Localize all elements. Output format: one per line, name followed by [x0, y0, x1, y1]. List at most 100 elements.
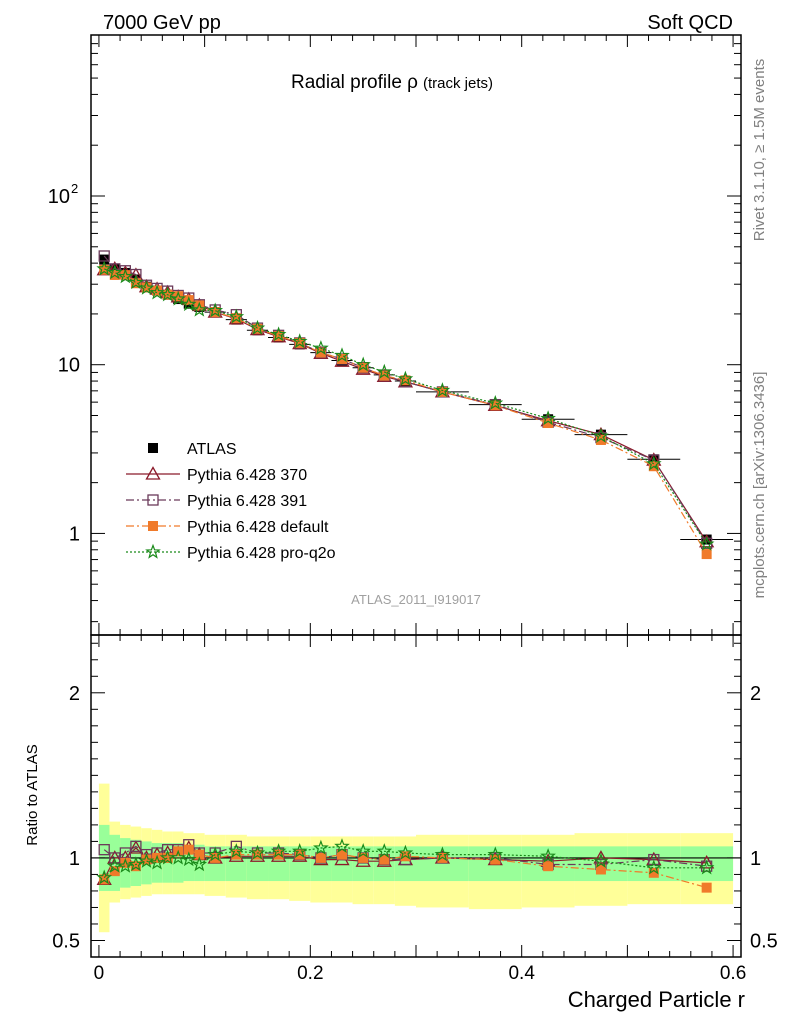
series-point-main [141, 282, 152, 293]
atlas-data-point [701, 534, 712, 545]
series-point-main [128, 274, 144, 290]
series-point-main [645, 455, 662, 471]
series-point-main [173, 291, 184, 302]
series-point-ratio [109, 866, 120, 877]
series-point-ratio [698, 859, 715, 875]
series-point-ratio [593, 850, 609, 864]
series-point-main [593, 427, 609, 443]
atlas-data-point [99, 254, 110, 265]
series-point-main [313, 340, 329, 356]
ratio-y-tick-label-right: 0.5 [750, 930, 778, 952]
series-point-ratio [138, 852, 155, 868]
mcplots-reference-label: mcplots.cern.ch [arXiv:1306.3436] [751, 372, 768, 599]
series-point-main [159, 286, 176, 302]
series-point-ratio [487, 846, 504, 862]
series-point-ratio [162, 852, 173, 863]
series-point-ratio [313, 839, 329, 855]
series-point-ratio [355, 843, 371, 859]
series-point-main [698, 535, 715, 551]
series-point-ratio [252, 849, 263, 860]
series-point-main [106, 264, 123, 280]
band-inner [194, 844, 205, 882]
x-tick-label: 0 [94, 963, 105, 984]
series-point-main [228, 308, 245, 324]
series-point-ratio [358, 852, 369, 863]
series-point-main [138, 279, 155, 295]
legend-label: Pythia 6.428 default [187, 519, 329, 536]
series-point-main [231, 313, 242, 324]
series-point-main [595, 434, 606, 445]
series-point-main [249, 319, 266, 335]
series-point-ratio [128, 856, 144, 872]
y-tick-label-exponent: 2 [71, 181, 78, 196]
series-point-main [207, 302, 224, 318]
ratio-plot-frame [90, 634, 742, 958]
legend-marker [148, 521, 158, 531]
series-point-ratio [170, 849, 187, 865]
series-point-ratio [315, 852, 326, 863]
series-point-ratio [120, 857, 131, 868]
series-point-ratio [183, 844, 194, 855]
x-axis-label: Charged Particle r [568, 987, 745, 1012]
series-point-ratio [180, 851, 197, 867]
series-point-main [96, 260, 113, 276]
series-point-main [252, 323, 263, 334]
series-point-ratio [593, 852, 609, 868]
series-point-main [180, 296, 197, 312]
series-point-ratio [149, 854, 165, 870]
series-point-main [701, 549, 712, 560]
series-point-main [400, 375, 411, 386]
legend-label: Pythia 6.428 370 [187, 467, 307, 484]
x-tick-label: 0.6 [720, 963, 746, 984]
series-point-ratio [191, 856, 208, 872]
main-plot-series [96, 250, 734, 560]
series-point-ratio [645, 859, 662, 875]
ratio-y-tick-label: 2 [69, 683, 80, 705]
series-point-main [120, 270, 131, 281]
series-point-main [130, 278, 141, 289]
band-inner [310, 846, 332, 882]
series-point-main [487, 394, 504, 410]
series-point-ratio [648, 867, 659, 878]
series-point-main [337, 353, 348, 364]
header-category-label: Soft QCD [647, 12, 733, 34]
legend-marker [147, 494, 159, 506]
y-tick-label: 10 [58, 355, 80, 377]
series-point-ratio [270, 843, 287, 859]
series-point-main [273, 331, 284, 342]
series-point-ratio [117, 857, 134, 873]
band-inner [172, 843, 184, 883]
series-point-main [191, 301, 208, 317]
series-point-main [183, 295, 194, 306]
series-point-main [194, 300, 205, 311]
series-point-ratio [130, 861, 141, 872]
series-point-ratio [648, 853, 660, 866]
series-point-main [270, 326, 287, 342]
ratio-y-tick-label: 1 [69, 848, 80, 870]
series-line-ratio [103, 845, 707, 879]
series-point-main [376, 363, 393, 379]
series-point-ratio [291, 843, 308, 859]
uncertainty-bands [91, 783, 741, 933]
series-point-main [170, 290, 187, 306]
legend-marker [145, 466, 161, 480]
series-point-ratio [376, 843, 393, 859]
ratio-y-tick-label-right: 2 [750, 683, 761, 705]
ratio-plot-series [96, 838, 715, 893]
series-point-main [149, 284, 165, 300]
series-point-main [152, 285, 163, 296]
series-point-ratio [141, 854, 152, 865]
series-point-ratio [701, 882, 712, 893]
legend: ATLAS Pythia 6.428 370 Pythia 6.428 391 Pyt… [126, 441, 336, 562]
series-point-ratio [540, 848, 556, 863]
legend-marker [148, 443, 158, 453]
series-point-ratio [207, 846, 224, 862]
band-inner [352, 846, 374, 882]
series-point-main [379, 370, 390, 381]
ratio-y-tick-label-right: 1 [750, 848, 761, 870]
series-point-main [540, 410, 556, 426]
series-point-main [99, 264, 110, 275]
legend-marker [145, 543, 161, 559]
y-tick-label: 1 [69, 523, 80, 545]
